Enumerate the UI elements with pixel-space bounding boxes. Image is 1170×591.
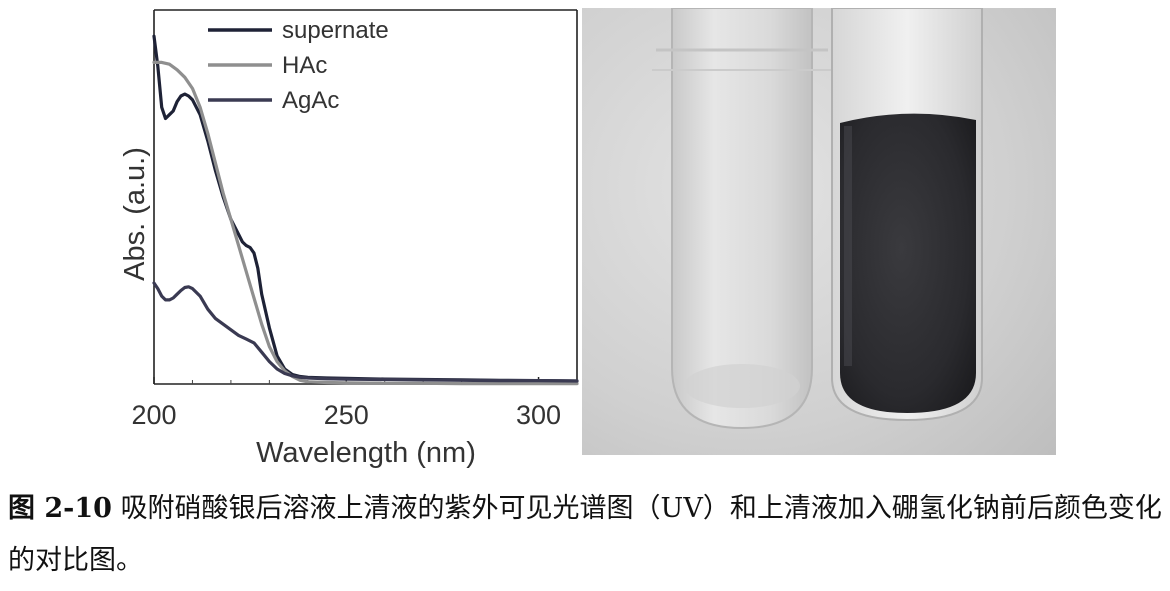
series-line-agac: [152, 281, 579, 383]
legend-label-hac: HAc: [282, 52, 327, 79]
x-axis-label: Wavelength (nm): [256, 437, 476, 469]
figure-label: 图 2-10: [8, 493, 112, 524]
series-lines: [152, 34, 579, 386]
x-tick-label: 300: [516, 400, 561, 430]
photo-background: [582, 8, 1056, 455]
x-tick-label: 200: [131, 400, 176, 430]
x-tick-label: 250: [324, 400, 369, 430]
y-axis-label: Abs. (a.u.): [119, 147, 151, 281]
dark-liquid: [840, 113, 976, 413]
legend-label-supernate: supernate: [282, 17, 389, 44]
figure-caption: 图 2-10 吸附硝酸银后溶液上清液的紫外可见光谱图（UV）和上清液加入硼氢化钠…: [8, 483, 1168, 587]
legend-label-agac: AgAc: [282, 87, 339, 114]
left-test-tube: [652, 8, 832, 430]
test-tubes-photo: [582, 8, 1056, 455]
legend: supernate HAc AgAc: [208, 17, 389, 114]
series-line-supernate: [152, 34, 579, 383]
caption-text: 吸附硝酸银后溶液上清液的紫外可见光谱图（UV）和上清液加入硼氢化钠前后颜色变化的…: [8, 493, 1162, 576]
right-test-tube: [831, 8, 983, 422]
series-line-hac: [152, 60, 579, 386]
uv-vis-chart: 200 250 300 supernate HAc AgAc Wavelength (n…: [119, 9, 579, 469]
